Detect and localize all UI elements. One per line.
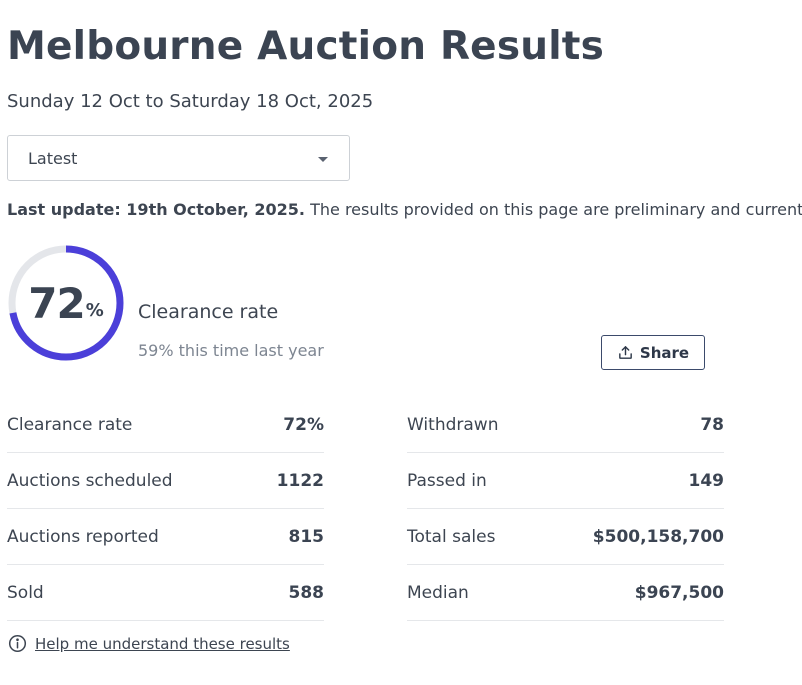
gauge-value: 72% <box>7 244 125 362</box>
info-circle-icon <box>8 634 27 653</box>
stat-label: Total sales <box>407 526 496 547</box>
stat-label: Withdrawn <box>407 414 499 435</box>
clearance-ring <box>8 245 124 361</box>
stat-value: 815 <box>288 526 325 547</box>
stat-row-clearance-rate: Clearance rate 72% <box>7 397 324 453</box>
share-button[interactable]: Share <box>601 335 705 370</box>
stat-row-auctions-scheduled: Auctions scheduled 1122 <box>7 453 324 509</box>
update-label: Last update: 19th October, 2025. <box>7 200 305 219</box>
stat-label: Auctions reported <box>7 526 159 547</box>
stat-row-passed-in: Passed in 149 <box>407 453 724 509</box>
stat-label: Median <box>407 582 469 603</box>
help-link[interactable]: Help me understand these results <box>35 634 290 653</box>
stat-label: Clearance rate <box>7 414 133 435</box>
stat-value: 588 <box>288 582 325 603</box>
stats-table-left: Clearance rate 72% Auctions scheduled 11… <box>7 397 324 621</box>
stat-row-total-sales: Total sales $500,158,700 <box>407 509 724 565</box>
stat-value: $967,500 <box>634 582 724 603</box>
stat-label: Passed in <box>407 470 487 491</box>
period-select-value: Latest <box>28 148 78 168</box>
stat-value: 78 <box>700 414 724 435</box>
stat-row-sold: Sold 588 <box>7 565 324 621</box>
caret-down-icon <box>318 157 328 162</box>
stat-label: Sold <box>7 582 44 603</box>
update-notice: Last update: 19th October, 2025. The res… <box>7 200 802 219</box>
stat-label: Auctions scheduled <box>7 470 173 491</box>
clearance-rate-label: Clearance rate <box>138 301 279 323</box>
gauge-percent-sign: % <box>85 299 104 321</box>
stat-row-median: Median $967,500 <box>407 565 724 621</box>
share-upload-icon <box>617 344 634 361</box>
period-select[interactable]: Latest <box>7 135 350 181</box>
clearance-gauge: 72% <box>7 244 125 362</box>
stat-value: 149 <box>688 470 725 491</box>
help-section: Help me understand these results <box>8 634 290 653</box>
date-range: Sunday 12 Oct to Saturday 18 Oct, 2025 <box>7 91 374 112</box>
stat-value: 72% <box>283 414 324 435</box>
stats-table-right: Withdrawn 78 Passed in 149 Total sales $… <box>407 397 724 621</box>
page-title: Melbourne Auction Results <box>7 24 605 69</box>
gauge-number: 72 <box>28 278 85 328</box>
stat-value: 1122 <box>276 470 324 491</box>
stat-row-withdrawn: Withdrawn 78 <box>407 397 724 453</box>
gauge-fill <box>8 245 124 361</box>
stat-row-auctions-reported: Auctions reported 815 <box>7 509 324 565</box>
share-label: Share <box>639 343 690 362</box>
clearance-last-year: 59% this time last year <box>138 341 324 360</box>
stat-value: $500,158,700 <box>592 526 724 547</box>
update-text: The results provided on this page are pr… <box>310 200 802 219</box>
